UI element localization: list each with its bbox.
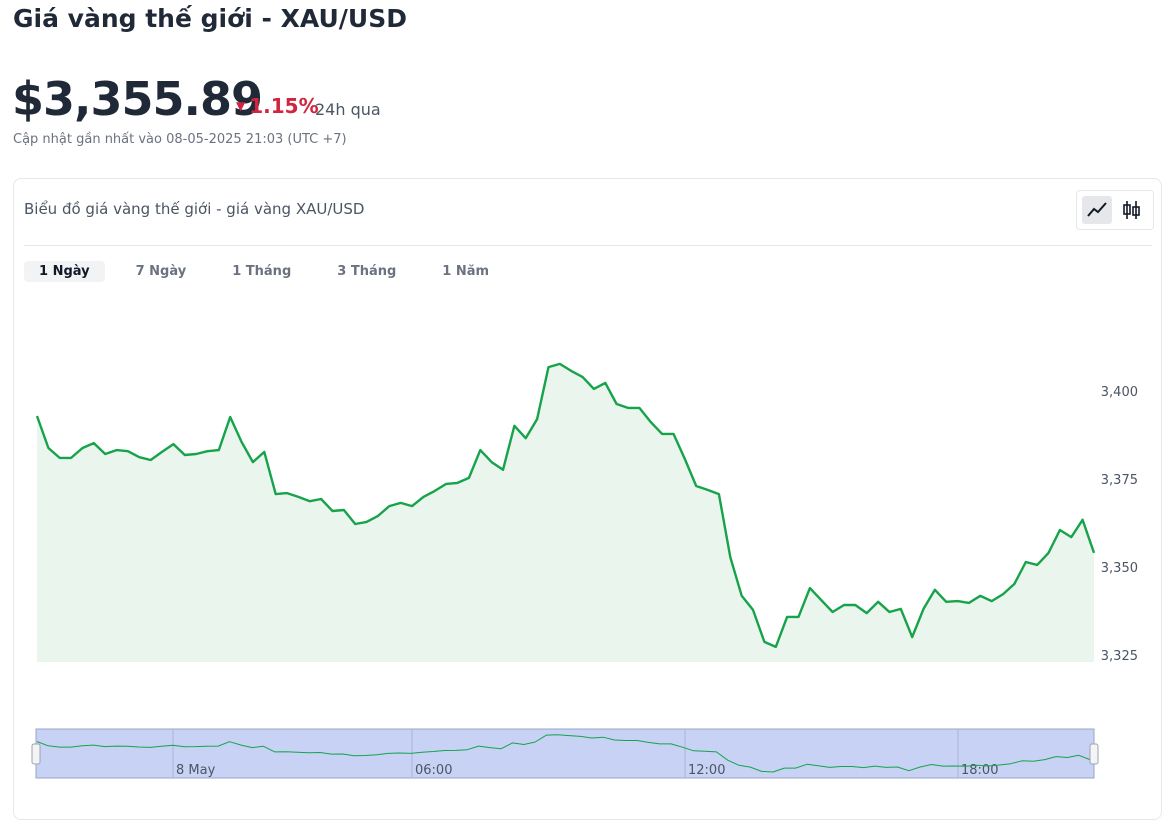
range-tabs: 1 Ngày 7 Ngày 1 Tháng 3 Tháng 1 Năm [24, 261, 514, 282]
candle-button[interactable] [1123, 201, 1140, 219]
range-tab[interactable]: 1 Năm [442, 264, 490, 279]
chart-type-toggle [1076, 190, 1154, 230]
navigator-label: 06:00 [415, 763, 452, 778]
change: ▼ 1.15% [236, 94, 319, 118]
updated-time: Cập nhật gần nhất vào 08-05-2025 21:03 (… [13, 132, 347, 147]
area [37, 363, 1094, 662]
navigator-label: 8 May [176, 763, 216, 778]
price: $3,355.89 [12, 72, 263, 126]
navigator-handle[interactable] [1089, 743, 1099, 765]
change-value: 1.15% [249, 94, 319, 118]
line [36, 734, 1091, 773]
y-tick-label: 3,325 [1101, 649, 1138, 664]
change-period: 24h qua [315, 100, 381, 119]
line [35, 362, 1096, 649]
toggle-icons [1082, 196, 1140, 224]
y-tick-label: 3,350 [1101, 561, 1138, 576]
y-tick-label: 3,375 [1101, 473, 1138, 488]
chart: 3,325 3,350 3,375 3,400 8 May 06:00 12:00 18:00 [31, 362, 1138, 779]
range-tab[interactable]: 1 Ngày [24, 261, 105, 282]
range-tab[interactable]: 3 Tháng [337, 264, 397, 279]
navigator-handle[interactable] [31, 743, 41, 765]
navigator-label: 18:00 [961, 763, 998, 778]
y-tick-label: 3,400 [1101, 385, 1138, 400]
range-tab[interactable]: 1 Tháng [232, 264, 292, 279]
separator [24, 245, 1152, 246]
page: Giá vàng thế giới - XAU/USD $3,355.89 ▼ 1… [12, 4, 1162, 820]
panel-title: Biểu đồ giá vàng thế giới - giá vàng XAU… [24, 200, 365, 218]
down-arrow: ▼ [236, 99, 246, 113]
navigator-label: 12:00 [688, 763, 725, 778]
line-icon [1087, 202, 1107, 217]
page-title: Giá vàng thế giới - XAU/USD [13, 4, 407, 33]
range-tab[interactable]: 7 Ngày [135, 264, 187, 279]
